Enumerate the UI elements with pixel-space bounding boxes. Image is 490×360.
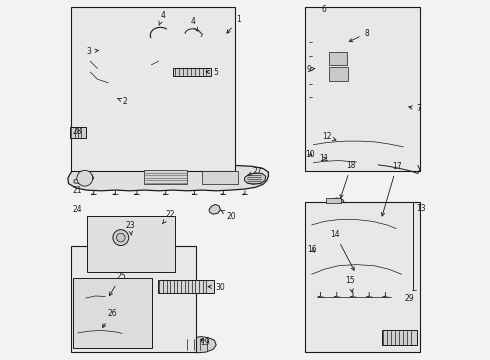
Text: 22: 22 — [163, 210, 175, 224]
Polygon shape — [101, 32, 148, 90]
Polygon shape — [88, 220, 117, 241]
Text: 25: 25 — [109, 272, 126, 296]
Polygon shape — [129, 220, 157, 246]
Circle shape — [113, 230, 129, 246]
Polygon shape — [308, 210, 400, 237]
Text: 13: 13 — [416, 204, 426, 213]
Bar — [87, 216, 175, 272]
Text: 15: 15 — [345, 276, 355, 292]
Polygon shape — [85, 291, 113, 309]
Text: 6: 6 — [321, 5, 326, 14]
Bar — [72, 246, 196, 352]
Polygon shape — [68, 165, 269, 191]
Polygon shape — [245, 173, 266, 184]
Polygon shape — [308, 130, 418, 151]
Bar — [305, 202, 420, 352]
Polygon shape — [83, 14, 162, 101]
Bar — [158, 280, 214, 293]
Text: 5: 5 — [206, 68, 218, 77]
Text: 19: 19 — [200, 338, 210, 347]
Bar — [329, 52, 347, 65]
Text: 20: 20 — [221, 210, 236, 220]
Text: 17: 17 — [381, 162, 401, 216]
Polygon shape — [183, 337, 216, 353]
Text: 26: 26 — [102, 310, 117, 328]
Polygon shape — [307, 246, 325, 261]
Text: 1: 1 — [227, 15, 241, 33]
Text: 27: 27 — [247, 166, 263, 176]
Bar — [305, 7, 420, 171]
Polygon shape — [358, 53, 419, 83]
Bar — [72, 7, 235, 171]
Text: 12: 12 — [322, 132, 336, 141]
Text: 29: 29 — [404, 294, 414, 302]
Text: 24: 24 — [73, 205, 82, 214]
Text: 21: 21 — [73, 186, 82, 195]
Text: 23: 23 — [125, 220, 135, 235]
Text: 8: 8 — [349, 29, 369, 42]
Text: 3: 3 — [87, 47, 98, 56]
Bar — [73, 278, 152, 348]
Polygon shape — [308, 257, 407, 293]
Polygon shape — [326, 22, 357, 91]
Text: 4: 4 — [159, 11, 165, 25]
Text: 2: 2 — [117, 97, 127, 106]
Text: 28: 28 — [73, 127, 82, 136]
Bar — [328, 67, 348, 81]
Polygon shape — [309, 155, 378, 168]
Bar — [71, 127, 86, 138]
Text: 9: 9 — [307, 65, 315, 74]
Bar — [326, 198, 341, 203]
Polygon shape — [324, 198, 345, 211]
Bar — [202, 171, 238, 184]
Text: 10: 10 — [305, 150, 315, 159]
Text: 30: 30 — [208, 283, 225, 292]
Polygon shape — [98, 94, 122, 104]
Bar — [144, 170, 187, 184]
Bar — [382, 330, 417, 345]
Polygon shape — [209, 204, 220, 214]
Polygon shape — [74, 324, 124, 342]
Circle shape — [117, 233, 125, 242]
Bar — [173, 68, 211, 76]
Polygon shape — [308, 25, 322, 108]
Text: 16: 16 — [307, 245, 317, 253]
Polygon shape — [74, 175, 94, 184]
Text: 11: 11 — [319, 154, 328, 163]
Text: 18: 18 — [340, 161, 356, 198]
Text: 4: 4 — [191, 17, 197, 31]
Circle shape — [77, 170, 93, 186]
Text: 14: 14 — [331, 230, 354, 270]
Text: 7: 7 — [409, 104, 421, 113]
